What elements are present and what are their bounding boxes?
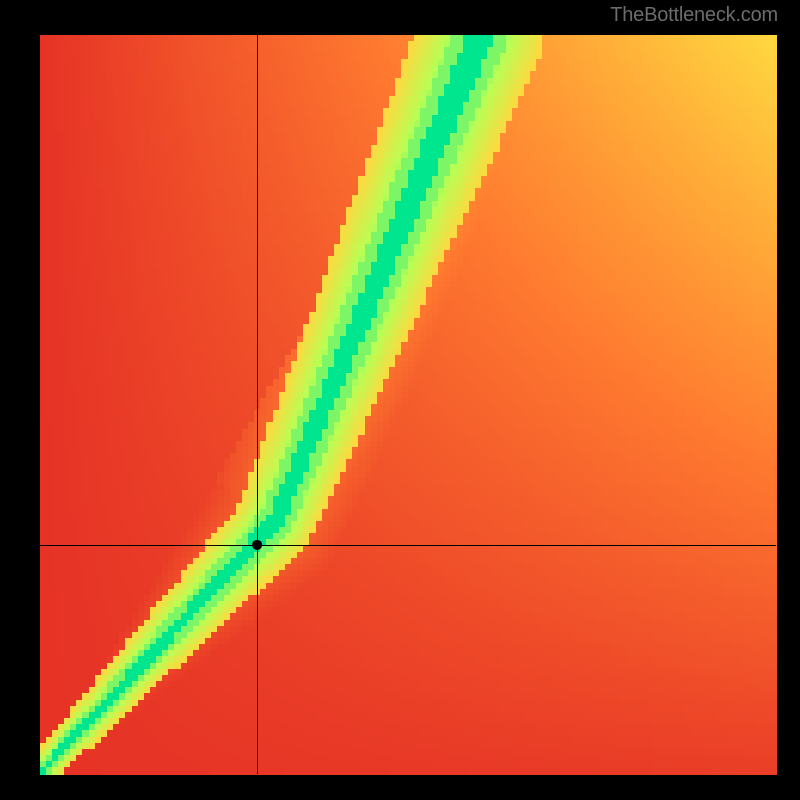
watermark-text: TheBottleneck.com [610,4,778,27]
root-container: { "watermark": "TheBottleneck.com", "cha… [0,0,800,800]
bottleneck-heatmap [0,0,800,800]
